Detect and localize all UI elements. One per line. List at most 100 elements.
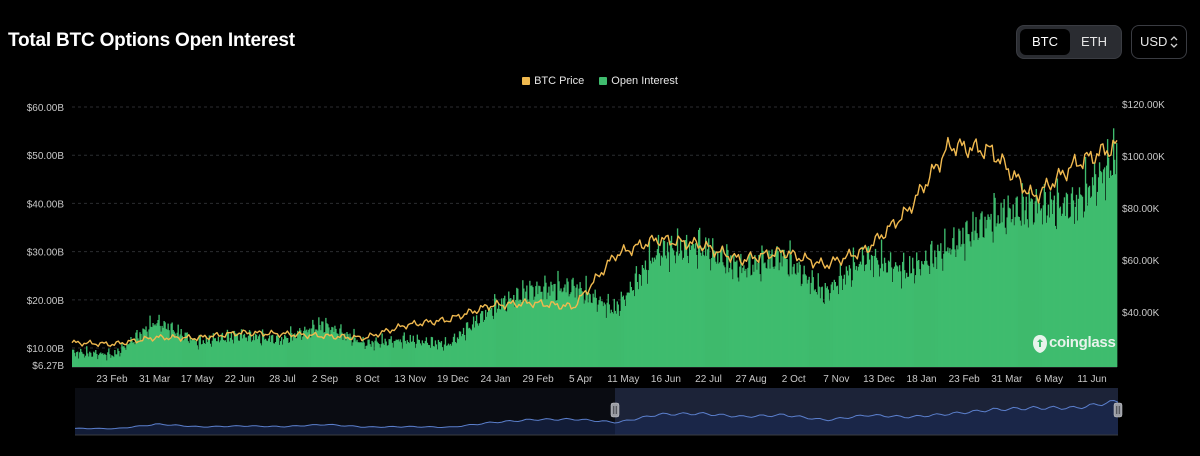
open-interest-bar	[868, 259, 871, 367]
open-interest-bar	[616, 301, 618, 367]
open-interest-bar	[461, 334, 464, 367]
open-interest-bar	[598, 300, 600, 367]
open-interest-bar	[459, 331, 462, 367]
open-interest-bar	[116, 354, 118, 367]
open-interest-bar	[870, 254, 873, 367]
open-interest-bar	[718, 263, 720, 367]
open-interest-bar	[348, 336, 350, 367]
open-interest-bar	[594, 289, 596, 367]
open-interest-bar	[830, 284, 832, 367]
open-interest-bar	[792, 266, 794, 367]
open-interest-bar	[212, 333, 215, 367]
open-interest-bar	[336, 333, 338, 367]
open-interest-bar	[320, 330, 322, 367]
legend-swatch-btc-price	[522, 76, 531, 85]
open-interest-bar	[1098, 162, 1101, 367]
open-interest-bar	[97, 359, 99, 367]
open-interest-bar	[820, 287, 822, 367]
open-interest-bar	[466, 322, 469, 367]
open-interest-bar	[321, 321, 323, 367]
open-interest-bar	[229, 337, 232, 367]
open-interest-bar	[777, 251, 779, 367]
open-interest-bar	[583, 303, 585, 367]
open-interest-bar	[509, 298, 511, 367]
open-interest-bar	[288, 343, 290, 367]
open-interest-bar	[566, 278, 568, 367]
open-interest-bar	[453, 333, 456, 367]
open-interest-bar	[300, 330, 302, 367]
open-interest-bar	[989, 219, 991, 367]
open-interest-bar	[964, 260, 966, 367]
open-interest-bar	[1059, 206, 1062, 367]
open-interest-bar	[853, 262, 856, 367]
open-interest-bar	[1078, 187, 1081, 367]
navigator-handle-grip[interactable]	[610, 402, 620, 418]
open-interest-bar	[544, 275, 546, 367]
open-interest-bar	[714, 251, 716, 367]
open-interest-bar	[886, 272, 889, 367]
open-interest-bar	[734, 261, 736, 367]
navigator-left-handle[interactable]	[610, 402, 620, 418]
x-axis-tick-label: 29 Feb	[523, 374, 555, 385]
open-interest-bar	[704, 256, 706, 367]
open-interest-bar	[610, 309, 612, 367]
open-interest-bar	[144, 330, 146, 367]
legend-item-open-interest[interactable]: Open Interest	[599, 75, 678, 87]
open-interest-bar	[872, 277, 875, 367]
open-interest-bar	[1013, 225, 1015, 367]
open-interest-bar	[1015, 197, 1017, 367]
eth-toggle-button[interactable]: ETH	[1081, 34, 1107, 49]
open-interest-bar	[772, 266, 774, 367]
open-interest-bar	[622, 295, 624, 367]
open-interest-bar	[849, 268, 852, 367]
open-interest-bar	[738, 281, 740, 367]
currency-select[interactable]: USD	[1131, 25, 1187, 59]
open-interest-bar	[899, 271, 902, 367]
open-interest-bar	[965, 222, 967, 367]
open-interest-bar	[160, 331, 162, 367]
open-interest-bar	[563, 287, 565, 367]
open-interest-bar	[331, 326, 333, 367]
open-interest-bar	[590, 302, 592, 367]
legend-item-btc-price[interactable]: BTC Price	[522, 75, 584, 87]
open-interest-bar	[513, 295, 515, 367]
open-interest-bar	[516, 287, 518, 367]
open-interest-bar	[902, 252, 905, 367]
btc-toggle-button[interactable]: BTC	[1020, 29, 1070, 55]
open-interest-bar	[292, 340, 294, 367]
open-interest-bar	[397, 339, 399, 367]
open-interest-bar	[999, 223, 1001, 367]
x-axis-tick-label: 22 Jul	[695, 374, 722, 385]
open-interest-bar	[677, 255, 680, 367]
asset-toggle: BTC ETH	[1016, 25, 1122, 59]
open-interest-bar	[1049, 191, 1052, 367]
navigator-handle-grip[interactable]	[1113, 402, 1123, 418]
open-interest-bar	[584, 300, 586, 367]
open-interest-bar	[340, 324, 342, 367]
open-interest-bar	[764, 262, 766, 367]
open-interest-bar	[310, 337, 312, 367]
open-interest-bar	[390, 336, 392, 367]
open-interest-bar	[993, 193, 995, 367]
open-interest-bar	[370, 346, 372, 367]
open-interest-bar	[634, 273, 637, 367]
navigator-right-handle[interactable]	[1113, 402, 1123, 418]
open-interest-bar	[501, 298, 503, 367]
open-interest-bar	[676, 228, 679, 367]
open-interest-bar	[497, 308, 499, 367]
open-interest-bar	[540, 292, 542, 367]
open-interest-bar	[303, 330, 305, 367]
open-interest-bar	[890, 267, 893, 367]
open-interest-bar	[318, 317, 320, 367]
open-interest-bar	[274, 342, 277, 367]
open-interest-bar	[215, 341, 218, 367]
x-axis-tick-label: 19 Dec	[437, 374, 469, 385]
open-interest-bar	[467, 328, 470, 367]
open-interest-bar	[723, 265, 725, 367]
btc-price-line	[71, 136, 1118, 347]
open-interest-bar	[73, 349, 75, 367]
open-interest-bar	[888, 261, 891, 367]
open-interest-bar	[724, 267, 726, 367]
open-interest-bar	[1005, 234, 1007, 367]
open-interest-bar	[399, 339, 401, 367]
